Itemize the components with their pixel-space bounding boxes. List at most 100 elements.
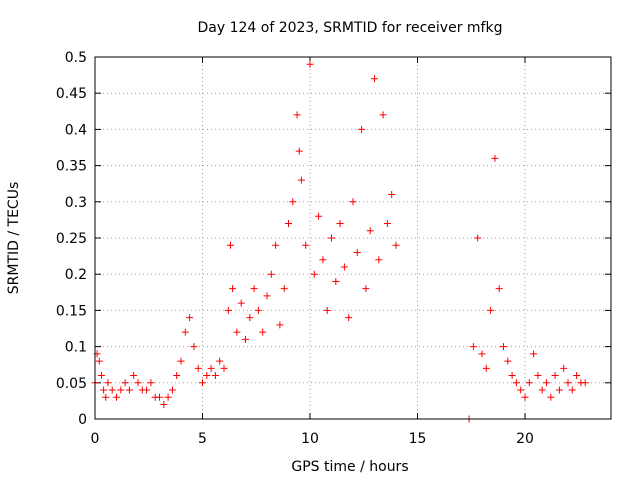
data-point bbox=[125, 386, 133, 394]
data-point bbox=[530, 350, 538, 358]
data-point bbox=[315, 212, 323, 220]
data-point bbox=[538, 386, 546, 394]
data-point bbox=[482, 364, 490, 372]
data-point bbox=[362, 285, 370, 293]
data-point bbox=[293, 111, 301, 119]
x-tick-label: 5 bbox=[198, 431, 207, 447]
data-point bbox=[177, 357, 185, 365]
data-point bbox=[371, 75, 378, 83]
data-point bbox=[512, 379, 520, 387]
data-point bbox=[517, 386, 525, 394]
data-point bbox=[388, 191, 396, 199]
data-point bbox=[246, 314, 254, 322]
data-point bbox=[285, 220, 292, 228]
data-point bbox=[469, 343, 477, 351]
data-point bbox=[581, 379, 589, 387]
data-point bbox=[194, 364, 202, 372]
x-axis-label: GPS time / hours bbox=[291, 459, 408, 475]
data-point bbox=[379, 111, 387, 119]
data-point bbox=[383, 220, 391, 228]
data-point bbox=[224, 306, 232, 314]
data-point bbox=[474, 234, 482, 242]
data-point bbox=[297, 176, 305, 184]
data-point bbox=[543, 379, 550, 387]
y-tick-label: 0.35 bbox=[56, 159, 87, 175]
chart-title: Day 124 of 2023, SRMTID for receiver mfk… bbox=[198, 20, 503, 36]
data-point bbox=[102, 393, 110, 401]
y-tick-label: 0.4 bbox=[65, 122, 87, 138]
y-tick-label: 0.5 bbox=[65, 50, 87, 66]
data-point bbox=[190, 343, 198, 351]
data-point bbox=[104, 379, 112, 387]
data-point bbox=[134, 379, 142, 387]
data-point bbox=[181, 328, 189, 336]
y-tick-label: 0.45 bbox=[56, 86, 87, 102]
data-point bbox=[310, 270, 318, 278]
x-tick-label: 20 bbox=[516, 431, 534, 447]
data-point bbox=[100, 386, 108, 394]
data-point bbox=[525, 379, 533, 387]
data-point bbox=[237, 299, 245, 307]
data-point bbox=[242, 335, 249, 343]
data-point bbox=[259, 328, 267, 336]
data-point bbox=[555, 386, 563, 394]
tick-labels: 0 0.05 0.1 0.15 0.2 0.25 0.3 0.35 0.4 0.45 0.5 0 5 10… bbox=[56, 50, 534, 447]
data-point bbox=[267, 270, 275, 278]
y-tick-label: 0.25 bbox=[56, 231, 87, 247]
data-point bbox=[173, 372, 181, 380]
data-point bbox=[332, 277, 340, 285]
data-point bbox=[500, 343, 507, 351]
data-point bbox=[168, 386, 176, 394]
data-point bbox=[254, 306, 262, 314]
data-point bbox=[233, 328, 241, 336]
data-point bbox=[521, 393, 529, 401]
axes bbox=[94, 56, 611, 420]
data-point bbox=[323, 306, 331, 314]
data-point bbox=[113, 393, 120, 401]
data-point bbox=[211, 372, 219, 380]
data-point bbox=[302, 241, 310, 249]
data-point bbox=[121, 379, 129, 387]
data-point bbox=[547, 393, 555, 401]
y-tick-label: 0.05 bbox=[56, 376, 87, 392]
data-point bbox=[160, 401, 168, 409]
y-tick-label: 0.3 bbox=[65, 195, 87, 211]
data-point bbox=[276, 321, 284, 329]
data-point bbox=[340, 263, 348, 271]
y-tick-label: 0.2 bbox=[65, 267, 87, 283]
data-point bbox=[97, 372, 105, 380]
data-point bbox=[130, 372, 138, 380]
data-point bbox=[250, 285, 258, 293]
data-point bbox=[366, 227, 374, 235]
data-point bbox=[108, 386, 116, 394]
data-point bbox=[263, 292, 271, 300]
data-point bbox=[504, 357, 512, 365]
data-point bbox=[216, 357, 224, 365]
data-point bbox=[491, 154, 499, 162]
grid-lines bbox=[95, 57, 611, 419]
data-point bbox=[508, 372, 516, 380]
data-point bbox=[156, 393, 163, 401]
data-point bbox=[95, 357, 103, 365]
data-point bbox=[186, 314, 194, 322]
data-point bbox=[564, 379, 572, 387]
data-point bbox=[336, 220, 344, 228]
data-point bbox=[226, 241, 234, 249]
data-point bbox=[203, 372, 211, 380]
data-point bbox=[289, 198, 297, 206]
data-point bbox=[560, 364, 568, 372]
y-tick-label: 0.15 bbox=[56, 303, 87, 319]
y-tick-label: 0.1 bbox=[65, 340, 87, 356]
data-point bbox=[220, 364, 228, 372]
data-point bbox=[345, 314, 353, 322]
data-point bbox=[551, 372, 559, 380]
data-point bbox=[164, 393, 172, 401]
data-point bbox=[295, 147, 303, 155]
data-point bbox=[319, 256, 327, 264]
data-point bbox=[487, 306, 495, 314]
data-point bbox=[199, 379, 206, 387]
x-tick-label: 10 bbox=[301, 431, 319, 447]
data-point bbox=[478, 350, 486, 358]
data-point bbox=[328, 234, 335, 242]
data-point bbox=[375, 256, 383, 264]
